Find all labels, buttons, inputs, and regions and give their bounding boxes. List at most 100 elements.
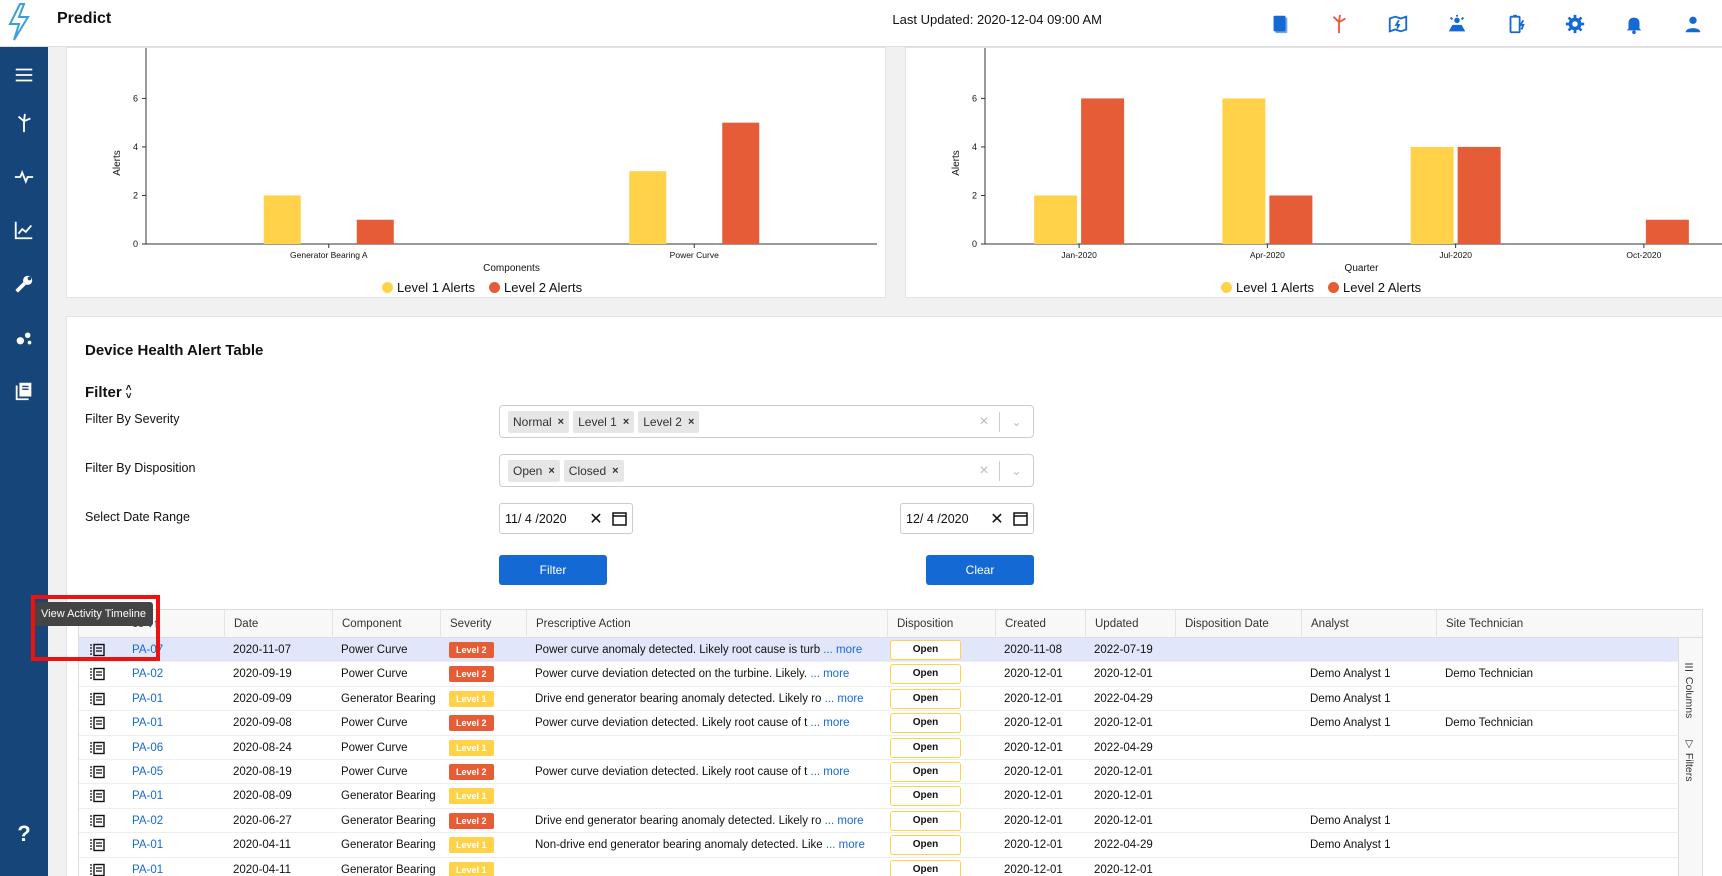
chart-bar[interactable]	[629, 171, 667, 244]
column-header-created[interactable]: Created	[995, 610, 1085, 638]
clear-date-icon[interactable]: ✕	[990, 510, 1004, 528]
table-row[interactable]: PA-02 2020-09-19 Power Curve Level 2 Power c…	[79, 662, 1702, 687]
chart-bar[interactable]	[1410, 146, 1454, 244]
table-row[interactable]: PA-01 2020-08-09 Generator Bearing Level 1 O…	[79, 784, 1702, 809]
table-row[interactable]: PA-06 2020-08-24 Power Curve Level 1 Open 202…	[79, 736, 1702, 760]
chart-bar[interactable]	[1457, 146, 1501, 244]
library-icon[interactable]	[0, 371, 48, 411]
column-header-site-technician[interactable]: Site Technician	[1436, 610, 1680, 638]
more-link[interactable]: ... more	[823, 644, 863, 656]
column-header-analyst[interactable]: Analyst	[1301, 610, 1436, 638]
calendar-icon[interactable]	[1007, 511, 1033, 526]
table-row[interactable]: PA-02 2020-06-27 Generator Bearing Level 2 D…	[79, 809, 1702, 834]
table-row[interactable]: PA-01 2020-09-09 Generator Bearing Level 1 D…	[79, 687, 1702, 712]
filters-tab[interactable]: ▽ Filters	[1683, 738, 1695, 782]
activity-timeline-icon[interactable]	[89, 863, 105, 876]
app-logo[interactable]	[4, 2, 34, 42]
line-chart-icon[interactable]	[0, 210, 48, 250]
legend-item-level1[interactable]: Level 1 Alerts	[1221, 280, 1314, 295]
disposition-dropdown[interactable]: Open	[890, 810, 961, 831]
chart-bar[interactable]	[356, 219, 394, 244]
wind-turbine-icon[interactable]	[1309, 0, 1368, 47]
activity-timeline-icon[interactable]	[89, 789, 105, 803]
chart-bar[interactable]	[1222, 98, 1266, 245]
cell-device[interactable]: PA-07	[132, 644, 164, 656]
cell-device[interactable]: PA-02	[132, 668, 164, 681]
activity-timeline-icon[interactable]	[89, 667, 105, 681]
date-to-input[interactable]: 12/ 4 /2020 ✕	[900, 503, 1034, 534]
disposition-dropdown[interactable]: Open	[890, 713, 961, 734]
legend-item-level1[interactable]: Level 1 Alerts	[382, 280, 475, 295]
column-header-disposition[interactable]: Disposition	[887, 610, 995, 638]
legend-item-level2[interactable]: Level 2 Alerts	[489, 280, 582, 295]
cell-device[interactable]: PA-01	[132, 692, 164, 705]
wind-turbine-icon[interactable]	[0, 103, 48, 143]
calendar-icon[interactable]	[606, 511, 632, 526]
chart-bar[interactable]	[722, 122, 760, 244]
wrench-icon[interactable]	[0, 264, 48, 304]
date-from-input[interactable]: 11/ 4 /2020 ✕	[499, 503, 633, 534]
table-row[interactable]: PA-07 2020-11-07 Power Curve Level 2 Power c…	[79, 638, 1702, 663]
cell-device[interactable]: PA-06	[132, 741, 164, 754]
column-header-component[interactable]: Component	[332, 610, 440, 638]
activity-timeline-icon[interactable]	[89, 716, 105, 730]
chevron-down-icon[interactable]: ⌄	[1011, 414, 1022, 429]
chart-bar[interactable]	[1034, 195, 1078, 244]
table-row[interactable]: PA-01 2020-04-11 Generator Bearing Level 1 N…	[79, 833, 1702, 858]
remove-chip-icon[interactable]: ×	[548, 464, 555, 477]
disposition-multiselect[interactable]: Open × Closed × × ⌄	[499, 454, 1034, 487]
cell-device[interactable]: PA-05	[132, 766, 164, 778]
cell-device[interactable]: PA-01	[132, 790, 164, 803]
sort-icon[interactable]: ↓↑	[147, 618, 159, 630]
solar-panel-icon[interactable]	[1427, 0, 1486, 47]
battery-icon[interactable]	[1486, 0, 1545, 47]
disposition-dropdown[interactable]: Open	[890, 737, 961, 758]
settings-icon[interactable]	[1545, 0, 1604, 47]
pulse-icon[interactable]	[0, 157, 48, 197]
activity-timeline-icon[interactable]	[89, 765, 105, 779]
remove-chip-icon[interactable]: ×	[612, 464, 619, 477]
column-header-prescriptive-action[interactable]: Prescriptive Action	[526, 610, 887, 638]
more-link[interactable]: ... more	[824, 692, 864, 705]
remove-chip-icon[interactable]: ×	[687, 415, 695, 428]
chevron-down-icon[interactable]: ⌄	[1011, 463, 1022, 478]
disposition-dropdown[interactable]: Open	[890, 786, 961, 807]
table-row[interactable]: PA-01 2020-04-11 Generator Bearing Level 1 O…	[79, 858, 1702, 876]
chart-bar[interactable]	[263, 195, 301, 244]
cell-device[interactable]: PA-01	[132, 717, 164, 730]
legend-item-level2[interactable]: Level 2 Alerts	[1328, 280, 1421, 295]
column-header-date[interactable]: Date	[224, 610, 332, 638]
chart-bar[interactable]	[1269, 195, 1313, 244]
remove-chip-icon[interactable]: ×	[622, 415, 630, 428]
clear-button[interactable]: Clear	[926, 555, 1034, 585]
remove-chip-icon[interactable]: ×	[557, 415, 565, 428]
disposition-dropdown[interactable]: Open	[890, 835, 961, 856]
disposition-dropdown[interactable]: Open	[890, 639, 961, 660]
more-link[interactable]: ... more	[810, 766, 850, 778]
activity-timeline-icon[interactable]	[89, 741, 105, 755]
notification-bell-icon[interactable]	[1604, 0, 1663, 47]
help-icon[interactable]: ?	[17, 821, 31, 846]
table-row[interactable]: PA-01 2020-09-08 Power Curve Level 2 Power c…	[79, 711, 1702, 736]
disposition-dropdown[interactable]: Open	[890, 664, 961, 685]
more-link[interactable]: ... more	[810, 668, 850, 681]
cell-device[interactable]: PA-02	[132, 814, 164, 827]
network-icon[interactable]	[0, 318, 48, 358]
more-link[interactable]: ... more	[825, 839, 865, 852]
chart-bar[interactable]	[1645, 219, 1689, 244]
activity-timeline-icon[interactable]	[89, 692, 105, 706]
disposition-dropdown[interactable]: Open	[890, 859, 961, 876]
severity-multiselect[interactable]: Normal × Level 1 × Level 2 × × ⌄	[499, 405, 1034, 438]
chart-bar[interactable]	[1081, 98, 1125, 245]
map-lightning-icon[interactable]	[1368, 0, 1427, 47]
columns-tab[interactable]: ☰ Columns	[1683, 662, 1695, 719]
activity-timeline-icon[interactable]	[89, 643, 105, 657]
book-icon[interactable]	[1250, 0, 1309, 47]
activity-timeline-icon[interactable]	[89, 814, 105, 828]
column-header-severity[interactable]: Severity	[440, 610, 526, 638]
more-link[interactable]: ... more	[824, 814, 864, 827]
filter-button[interactable]: Filter	[499, 555, 607, 585]
cell-device[interactable]: PA-01	[132, 839, 164, 852]
clear-date-icon[interactable]: ✕	[589, 510, 603, 528]
more-link[interactable]: ... more	[810, 717, 850, 730]
